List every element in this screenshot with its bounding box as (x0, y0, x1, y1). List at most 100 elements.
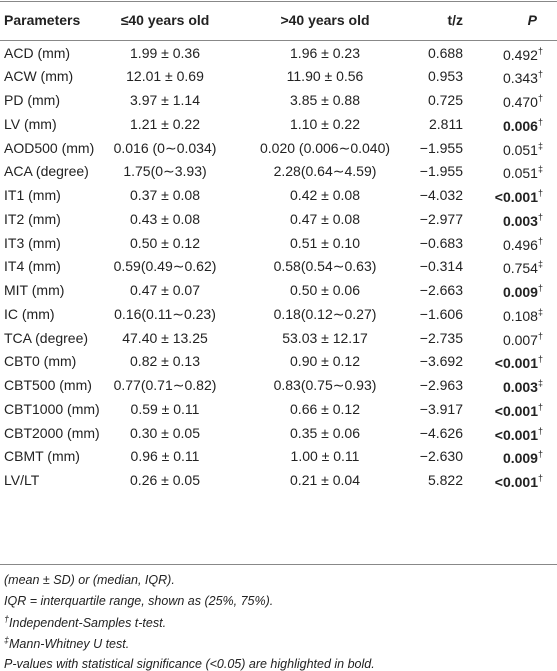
footnote: (mean ± SD) or (median, IQR). (4, 573, 175, 587)
cell: −1.955 (419, 139, 463, 156)
cell: −0.314 (419, 258, 463, 275)
cell: 0.42 ± 0.08 (290, 187, 360, 203)
cell: 0.90 ± 0.12 (290, 353, 360, 370)
cell: 1.75(0∼3.93) (123, 163, 207, 180)
cell: 1.21 ± 0.22 (130, 115, 200, 132)
p-value: 0.006 (502, 117, 538, 134)
header-cell: >40 years old (280, 12, 370, 28)
cell: 0.77(0.71∼0.82) (113, 377, 217, 393)
cell: 0.953 (427, 68, 463, 85)
p-cell: <0.001† (495, 398, 543, 420)
p-value: 0.108 (502, 307, 538, 324)
p-cell: 0.492† (503, 42, 543, 64)
rule (0, 1, 557, 2)
cell: CBT1000 (mm) (4, 400, 100, 417)
cell: 0.47 ± 0.07 (130, 282, 200, 298)
note-mark: † (537, 235, 543, 246)
cell: MIT (mm) (4, 282, 65, 298)
cell: −4.626 (419, 424, 463, 441)
note-mark: ‡ (537, 259, 543, 270)
footnote-text: P-values with statistical significance (… (4, 657, 375, 671)
note-mark: † (537, 93, 543, 104)
p-value: <0.001 (494, 355, 538, 372)
footnote-text: Independent-Samples t-test. (9, 616, 167, 631)
footnote: IQR = interquartile range, shown as (25%… (4, 594, 273, 608)
p-value: 0.003 (502, 378, 538, 395)
header-cell: P (527, 12, 537, 28)
p-cell: 0.003† (503, 208, 543, 230)
p-cell: 0.754‡ (503, 255, 543, 277)
p-cell: 0.108‡ (503, 303, 543, 325)
p-cell: 0.006† (503, 113, 543, 135)
note-mark: † (537, 449, 543, 460)
rule (0, 564, 557, 565)
footnote-mark: † (4, 613, 10, 624)
p-cell: <0.001† (495, 184, 543, 206)
note-mark: † (537, 330, 543, 341)
footnote-text: IQR = interquartile range, shown as (25%… (4, 594, 274, 608)
cell: PD (mm) (4, 92, 60, 108)
footnote-text: (mean ± SD) or (median, IQR). (4, 573, 175, 587)
p-cell: 0.003‡ (503, 374, 543, 396)
cell: ACW (mm) (4, 68, 74, 85)
cell: 0.26 ± 0.05 (130, 472, 200, 488)
p-cell: 0.007† (503, 327, 543, 349)
cell: −1.955 (419, 163, 463, 180)
p-cell: 0.009† (503, 279, 543, 301)
cell: −0.683 (419, 234, 463, 251)
note-mark: † (537, 116, 543, 127)
note-mark: ‡ (537, 164, 543, 175)
cell: −1.606 (419, 305, 463, 322)
cell: IT1 (mm) (4, 187, 61, 203)
cell: −2.977 (419, 210, 463, 227)
cell: ACA (degree) (4, 163, 89, 180)
cell: 0.35 ± 0.06 (290, 424, 360, 441)
p-cell: 0.470† (503, 89, 543, 111)
cell: 0.16(0.11∼0.23) (114, 305, 216, 322)
cell: 0.50 ± 0.12 (130, 234, 200, 251)
cell: −4.032 (419, 187, 463, 203)
p-cell: <0.001† (495, 422, 543, 444)
p-value: <0.001 (494, 188, 538, 205)
cell: 12.01 ± 0.69 (126, 68, 204, 85)
cell: −3.917 (419, 400, 463, 417)
cell: 0.59 ± 0.11 (130, 400, 200, 417)
note-mark: † (537, 473, 543, 484)
cell: 0.96 ± 0.11 (130, 448, 200, 465)
footnote-text: Mann-Whitney U test. (9, 637, 130, 652)
p-value: 0.754 (502, 260, 538, 277)
cell: 0.21 ± 0.04 (290, 472, 360, 488)
cell: 0.58(0.54∼0.63) (273, 258, 377, 275)
cell: 0.66 ± 0.12 (290, 400, 360, 417)
footnote: ‡Mann-Whitney U test. (4, 635, 129, 651)
cell: 1.10 ± 0.22 (290, 115, 360, 132)
cell: −2.735 (419, 329, 463, 346)
p-value: 0.009 (502, 450, 538, 467)
p-value: 0.343 (502, 70, 538, 87)
cell: 53.03 ± 12.17 (282, 329, 368, 346)
cell: 1.00 ± 0.11 (290, 448, 360, 465)
cell: IT2 (mm) (4, 210, 61, 227)
cell: 0.50 ± 0.06 (290, 282, 360, 298)
cell: TCA (degree) (4, 329, 89, 346)
cell: 0.725 (427, 92, 463, 108)
cell: 0.83(0.75∼0.93) (273, 377, 377, 393)
cell: 0.016 (0∼0.034) (113, 139, 217, 156)
note-mark: † (537, 354, 543, 365)
note-mark: † (537, 45, 543, 56)
note-mark: † (537, 283, 543, 294)
cell: 1.96 ± 0.23 (290, 44, 360, 61)
cell: 5.822 (427, 472, 463, 488)
cell: 2.28(0.64∼4.59) (273, 163, 377, 180)
cell: −3.692 (419, 353, 463, 370)
note-mark: † (537, 211, 543, 222)
cell: −2.963 (419, 377, 463, 393)
cell: 0.18(0.12∼0.27) (273, 305, 377, 322)
cell: CBT0 (mm) (4, 353, 77, 370)
p-value: 0.007 (502, 331, 538, 348)
note-mark: † (537, 188, 543, 199)
cell: 0.30 ± 0.05 (130, 424, 200, 441)
p-cell: 0.009† (503, 445, 543, 467)
cell: 3.97 ± 1.14 (130, 92, 200, 108)
